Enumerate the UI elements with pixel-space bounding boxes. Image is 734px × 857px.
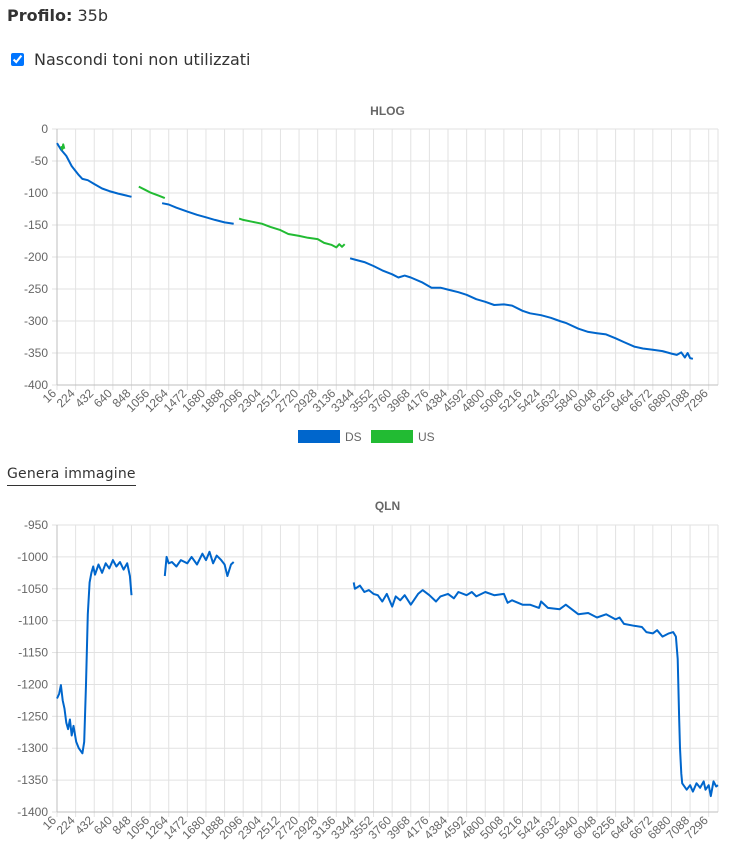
profile-label: Profilo <box>7 6 66 25</box>
hlog-y-tick-label: -150 <box>24 218 48 232</box>
hlog-legend-label-ds[interactable]: DS <box>345 430 362 444</box>
hlog-y-tick-label: -350 <box>24 346 48 360</box>
hlog-series-ds-line <box>56 142 132 198</box>
qln-y-tick-label: -950 <box>24 518 48 532</box>
qln-y-tick-label: -1000 <box>17 550 48 564</box>
hlog-series-ds-line <box>161 202 234 225</box>
qln-series-0-line <box>56 559 133 755</box>
hide-unused-tones-label: Nascondi toni non utilizzati <box>34 50 251 69</box>
hlog-y-tick-label: -250 <box>24 282 48 296</box>
hlog-y-tick-label: -100 <box>24 186 48 200</box>
profile-line: Profilo: 35b <box>7 6 108 25</box>
hlog-legend-swatch-us[interactable] <box>371 430 413 443</box>
hlog-y-tick-label: -200 <box>24 250 48 264</box>
profile-value: 35b <box>77 6 108 25</box>
hlog-y-tick-label: -300 <box>24 314 48 328</box>
qln-series-0-line <box>163 550 235 577</box>
qln-y-tick-label: -1300 <box>17 741 48 755</box>
qln-y-tick-label: -1250 <box>17 709 48 723</box>
generate-image-button[interactable]: Genera immagine <box>7 466 136 486</box>
qln-y-tick-label: -1150 <box>18 646 48 660</box>
qln-y-tick-label: -1400 <box>17 805 48 819</box>
hide-unused-tones-option[interactable]: Nascondi toni non utilizzati <box>10 50 250 69</box>
hide-unused-tones-checkbox[interactable] <box>11 53 24 66</box>
hlog-legend-swatch-ds[interactable] <box>298 430 340 443</box>
qln-chart: QLN -950 -1000 -1050 -1100 -1150 -1200 -1250 -13… <box>17 499 719 842</box>
hlog-chart: HLOG0-50-100-150-200-250-300-350-4001622… <box>24 104 719 444</box>
qln-y-tick-label: -1350 <box>17 773 48 787</box>
hlog-y-tick-label: -50 <box>31 154 49 168</box>
profile-colon: : <box>65 6 73 25</box>
qln-title: QLN <box>375 499 400 513</box>
qln-y-tick-label: -1200 <box>17 677 48 691</box>
hlog-y-tick-label: 0 <box>41 122 48 136</box>
hlog-title: HLOG <box>370 104 405 118</box>
hlog-series-ds-line <box>349 257 694 360</box>
hlog-series-us-line <box>138 185 166 200</box>
qln-y-tick-label: -1100 <box>18 614 48 628</box>
qln-y-tick-label: -1050 <box>17 582 48 596</box>
hlog-y-tick-label: -400 <box>24 378 48 392</box>
hlog-series-us-line <box>59 143 66 151</box>
hlog-legend-label-us[interactable]: US <box>418 430 435 444</box>
qln-series-0-line <box>352 582 719 798</box>
hlog-series-us-line <box>238 217 346 249</box>
